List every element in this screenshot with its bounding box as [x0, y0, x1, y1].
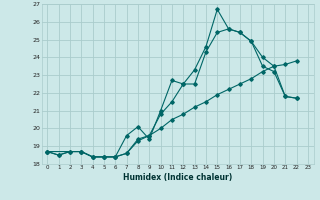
X-axis label: Humidex (Indice chaleur): Humidex (Indice chaleur)	[123, 173, 232, 182]
